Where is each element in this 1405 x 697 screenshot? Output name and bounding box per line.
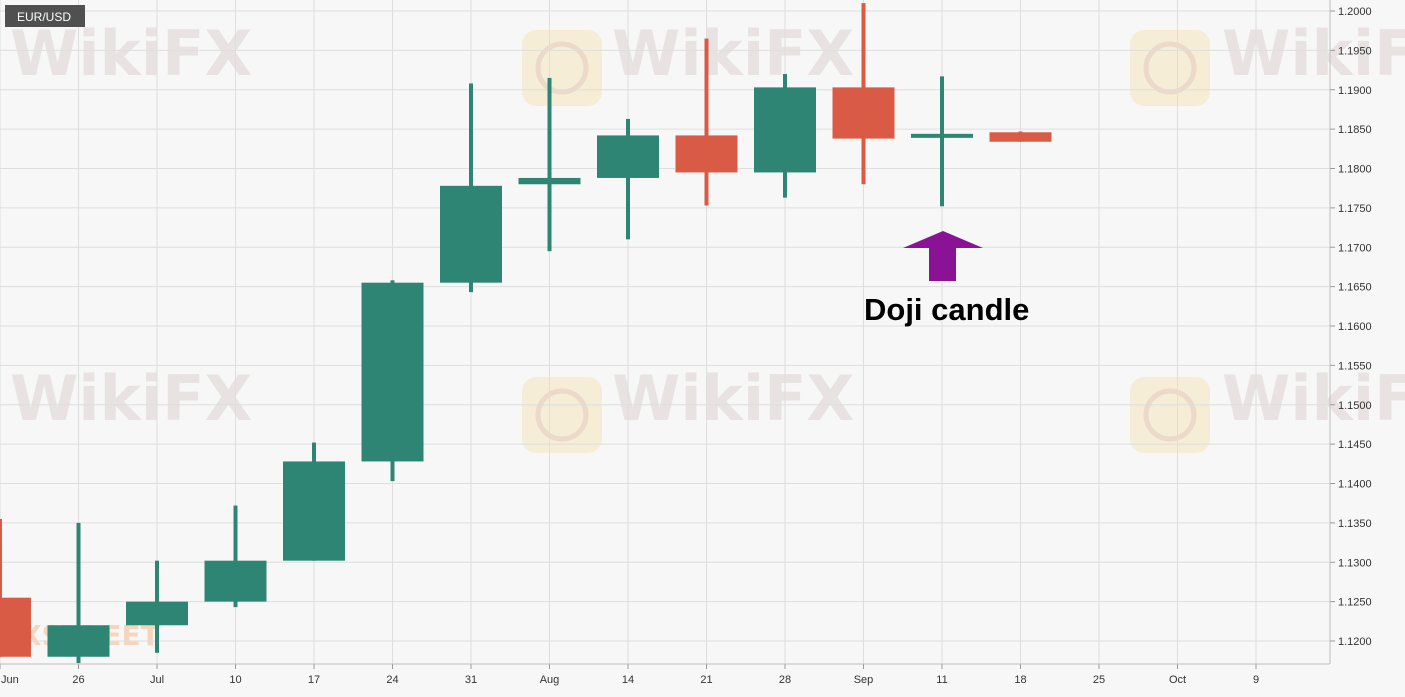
y-tick-label: 1.1700 — [1338, 242, 1372, 254]
x-tick-label: Oct — [1169, 674, 1186, 686]
y-tick-label: 1.2000 — [1338, 6, 1372, 18]
candle-body — [283, 461, 345, 561]
y-tick-label: 1.1800 — [1338, 164, 1372, 176]
candle-wick — [233, 505, 238, 608]
candle-body — [911, 133, 973, 138]
y-tick-label: 1.1650 — [1338, 282, 1372, 294]
x-tick-label: 21 — [700, 674, 712, 686]
candle-body — [47, 625, 110, 657]
candle — [675, 38, 738, 206]
candle — [283, 442, 345, 561]
candle-wick — [547, 77, 552, 252]
candle — [518, 77, 581, 252]
x-tick-label: Sep — [854, 674, 874, 686]
candle — [597, 118, 659, 240]
candle-body — [754, 87, 816, 173]
x-tick-label: Aug — [540, 674, 560, 686]
watermark-layer: WikiFX WikiFX WikiFX WikiFX WikiFX WikiF… — [10, 17, 1405, 652]
watermark-text: WikiFX — [612, 17, 854, 90]
watermark-text: WikiFX — [1222, 362, 1405, 435]
x-tick-label: Jun — [1, 674, 19, 686]
candle — [911, 76, 973, 207]
candle — [754, 74, 816, 198]
candle — [47, 522, 110, 664]
x-tick-label: 26 — [72, 674, 84, 686]
x-tick-label: 14 — [622, 674, 634, 686]
candle-body — [518, 177, 581, 185]
candle — [989, 131, 1052, 142]
axis-layer: 1.2000 1.1950 1.1900 1.1850 1.1800 1.1750 1.17… — [0, 0, 1372, 686]
x-tick-label: Jul — [150, 674, 164, 686]
doji-annotation: Doji candle — [864, 231, 1029, 327]
candle — [0, 518, 31, 657]
x-tick-label: 28 — [779, 674, 791, 686]
candle-wick — [626, 118, 630, 240]
y-tick-label: 1.1250 — [1338, 597, 1372, 609]
candle-wick — [704, 38, 709, 206]
watermark-logo-icon — [522, 30, 602, 106]
x-tick-label: 25 — [1093, 674, 1105, 686]
candle — [440, 83, 502, 293]
watermark-logo-icon — [522, 377, 602, 453]
candle — [832, 3, 895, 185]
watermark-logo-ring — [1143, 388, 1197, 442]
symbol-badge — [5, 5, 85, 27]
candle-wick — [76, 522, 81, 664]
x-tick-label: 10 — [229, 674, 241, 686]
x-tick-label: 9 — [1253, 674, 1259, 686]
watermark-logo-ring — [535, 41, 589, 95]
y-tick-label: 1.1200 — [1338, 636, 1372, 648]
y-tick-label: 1.1300 — [1338, 557, 1372, 569]
watermark-logo-icon — [1130, 30, 1210, 106]
y-tick-label: 1.1850 — [1338, 124, 1372, 136]
candle-body — [597, 135, 659, 178]
y-tick-label: 1.1550 — [1338, 360, 1372, 372]
candle-body — [440, 185, 502, 283]
x-tick-label: 24 — [386, 674, 398, 686]
watermark-logo-icon — [1130, 377, 1210, 453]
y-tick-label: 1.1750 — [1338, 203, 1372, 215]
candle-body — [0, 597, 31, 657]
y-tick-label: 1.1500 — [1338, 400, 1372, 412]
candle — [361, 280, 424, 482]
doji-callout-label: Doji candle — [864, 292, 1029, 327]
candle — [204, 505, 267, 608]
candle-body — [126, 601, 188, 626]
candle-body — [989, 132, 1052, 142]
watermark-text: WikiFX — [612, 362, 854, 435]
candle-body — [832, 87, 895, 139]
candle — [126, 560, 188, 653]
candle-body — [675, 135, 738, 173]
x-tick-label: 18 — [1014, 674, 1026, 686]
x-tick-label: 31 — [465, 674, 477, 686]
candle-body — [204, 560, 267, 602]
candle-body — [361, 282, 424, 462]
symbol-label: EUR/USD — [17, 10, 71, 24]
watermark-logo-ring — [535, 388, 589, 442]
x-tick-label: 17 — [308, 674, 320, 686]
grid-layer — [0, 0, 1330, 664]
y-tick-label: 1.1450 — [1338, 439, 1372, 451]
up-arrow-icon — [903, 231, 983, 281]
y-tick-label: 1.1900 — [1338, 85, 1372, 97]
watermark-text: WikiFX — [1222, 17, 1405, 90]
candle-wick — [940, 76, 944, 207]
y-tick-label: 1.1350 — [1338, 518, 1372, 530]
x-tick-label: 11 — [936, 674, 947, 686]
watermark-text: WikiFX — [10, 17, 252, 90]
y-tick-label: 1.1950 — [1338, 45, 1372, 57]
y-tick-label: 1.1400 — [1338, 479, 1372, 491]
watermark-logo-ring — [1143, 41, 1197, 95]
candle-wick — [0, 518, 2, 657]
y-tick-label: 1.1600 — [1338, 321, 1372, 333]
watermark-text: WikiFX — [10, 362, 252, 435]
candle-layer — [0, 3, 1052, 664]
